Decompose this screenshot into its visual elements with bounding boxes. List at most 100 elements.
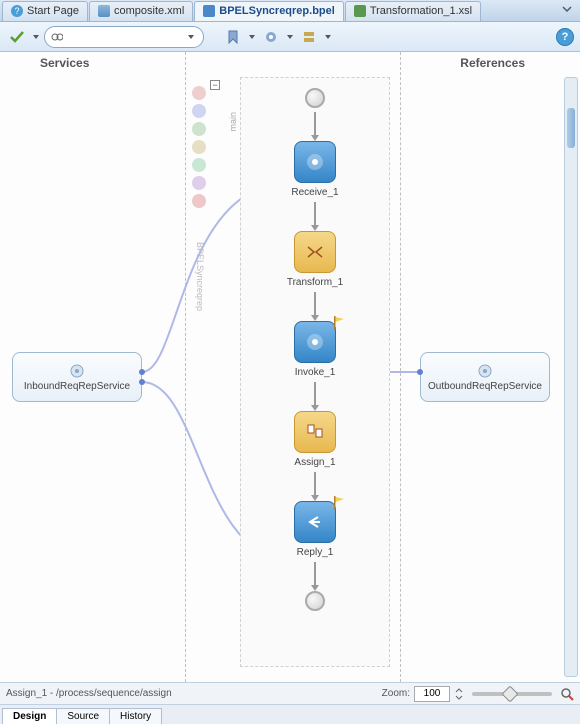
flow-arrow (314, 472, 316, 497)
editor-tab-bar: ? Start Page composite.xml BPELSyncreqre… (0, 0, 580, 22)
lane-divider (400, 52, 401, 682)
spinner-icon[interactable] (454, 687, 464, 701)
zoom-controls: Zoom: (382, 686, 574, 702)
selection-path: Assign_1 - /process/sequence/assign (6, 688, 172, 699)
tab-label: Start Page (27, 5, 79, 17)
references-header: References (460, 56, 525, 70)
toolbar: ? (0, 22, 580, 52)
dropdown-arrow-icon[interactable] (248, 33, 256, 41)
flow-arrow (314, 202, 316, 227)
receive-activity[interactable]: Receive_1 (291, 141, 338, 198)
services-header: Services (40, 56, 89, 70)
zoom-slider[interactable] (472, 692, 552, 696)
assign-activity[interactable]: Assign_1 (294, 411, 336, 468)
tab-label: History (120, 711, 151, 722)
bpel-icon (203, 5, 215, 17)
palette (190, 84, 208, 210)
status-bar: Assign_1 - /process/sequence/assign Zoom… (0, 682, 580, 704)
invoke-activity[interactable]: Invoke_1 (294, 321, 336, 378)
dropdown-arrow-icon[interactable] (187, 33, 195, 41)
collapse-toggle[interactable]: − (210, 80, 220, 90)
palette-item[interactable] (192, 86, 206, 100)
flow-arrow (314, 112, 316, 137)
gear-icon (304, 151, 326, 173)
search-box (44, 26, 204, 48)
activity-label: Assign_1 (294, 457, 335, 468)
scope-label: main (228, 112, 238, 132)
transform-icon (304, 241, 326, 263)
tab-label: Transformation_1.xsl (370, 5, 472, 17)
canvas[interactable]: Services References − main BPELSyncreqre… (0, 52, 580, 682)
palette-item[interactable] (192, 104, 206, 118)
search-input[interactable] (67, 31, 187, 43)
tab-source[interactable]: Source (56, 708, 110, 724)
activity-label: Transform_1 (287, 277, 343, 288)
question-icon: ? (562, 31, 569, 43)
tab-label: Source (67, 711, 99, 722)
tab-start-page[interactable]: ? Start Page (2, 1, 88, 21)
reply-activity[interactable]: Reply_1 (294, 501, 336, 558)
zoom-fit-icon[interactable] (560, 687, 574, 701)
tab-design[interactable]: Design (2, 708, 57, 724)
activity-label: Invoke_1 (295, 367, 336, 378)
scroll-thumb[interactable] (567, 108, 575, 148)
flow-arrow (314, 562, 316, 587)
settings-button[interactable] (260, 26, 282, 48)
activity-label: Receive_1 (291, 187, 338, 198)
slider-thumb[interactable] (502, 685, 519, 702)
composite-icon (98, 5, 110, 17)
palette-item[interactable] (192, 176, 206, 190)
validate-button[interactable] (6, 26, 28, 48)
help-button[interactable]: ? (556, 28, 574, 46)
help-icon: ? (11, 5, 23, 17)
chevron-down-icon (562, 4, 572, 14)
zoom-label: Zoom: (382, 688, 410, 699)
vertical-scrollbar[interactable] (564, 77, 578, 677)
activity-label: Reply_1 (297, 547, 334, 558)
tab-transformation[interactable]: Transformation_1.xsl (345, 1, 481, 21)
gear-icon (69, 363, 85, 379)
bookmark-icon (227, 30, 239, 44)
layout-icon (302, 30, 316, 44)
tab-composite[interactable]: composite.xml (89, 1, 193, 21)
gear-icon (477, 363, 493, 379)
tab-bpel[interactable]: BPELSyncreqrep.bpel (194, 1, 344, 21)
tab-label: Design (13, 711, 46, 722)
tab-history[interactable]: History (109, 708, 162, 724)
tab-list-dropdown[interactable] (556, 4, 578, 17)
lane-divider (185, 52, 186, 682)
palette-item[interactable] (192, 194, 206, 208)
binoculars-icon (51, 31, 63, 43)
minus-icon: − (212, 80, 217, 90)
bpel-scope-label: BPELSyncreqrep (195, 242, 205, 311)
start-node[interactable] (305, 88, 325, 108)
dropdown-arrow-icon[interactable] (32, 33, 40, 41)
bookmark-button[interactable] (222, 26, 244, 48)
flag-icon (333, 316, 345, 330)
reply-icon (304, 511, 326, 533)
transform-activity[interactable]: Transform_1 (287, 231, 343, 288)
partner-outbound[interactable]: OutboundReqRepService (420, 352, 550, 402)
partner-label: OutboundReqRepService (428, 381, 542, 392)
partner-label: InboundReqRepService (24, 381, 130, 392)
xsl-icon (354, 5, 366, 17)
zoom-input[interactable] (414, 686, 450, 702)
layout-button[interactable] (298, 26, 320, 48)
palette-item[interactable] (192, 140, 206, 154)
gear-icon (304, 331, 326, 353)
flow-sequence: Receive_1 Transform_1 Invoke_1 (240, 77, 390, 667)
palette-item[interactable] (192, 122, 206, 136)
flag-icon (333, 496, 345, 510)
view-tabs: Design Source History (0, 704, 580, 724)
dropdown-arrow-icon[interactable] (286, 33, 294, 41)
flow-arrow (314, 382, 316, 407)
assign-icon (304, 421, 326, 443)
partner-inbound[interactable]: InboundReqRepService (12, 352, 142, 402)
tab-label: BPELSyncreqrep.bpel (219, 5, 335, 17)
gear-icon (264, 30, 278, 44)
flow-arrow (314, 292, 316, 317)
tab-label: composite.xml (114, 5, 184, 17)
end-node[interactable] (305, 591, 325, 611)
palette-item[interactable] (192, 158, 206, 172)
dropdown-arrow-icon[interactable] (324, 33, 332, 41)
